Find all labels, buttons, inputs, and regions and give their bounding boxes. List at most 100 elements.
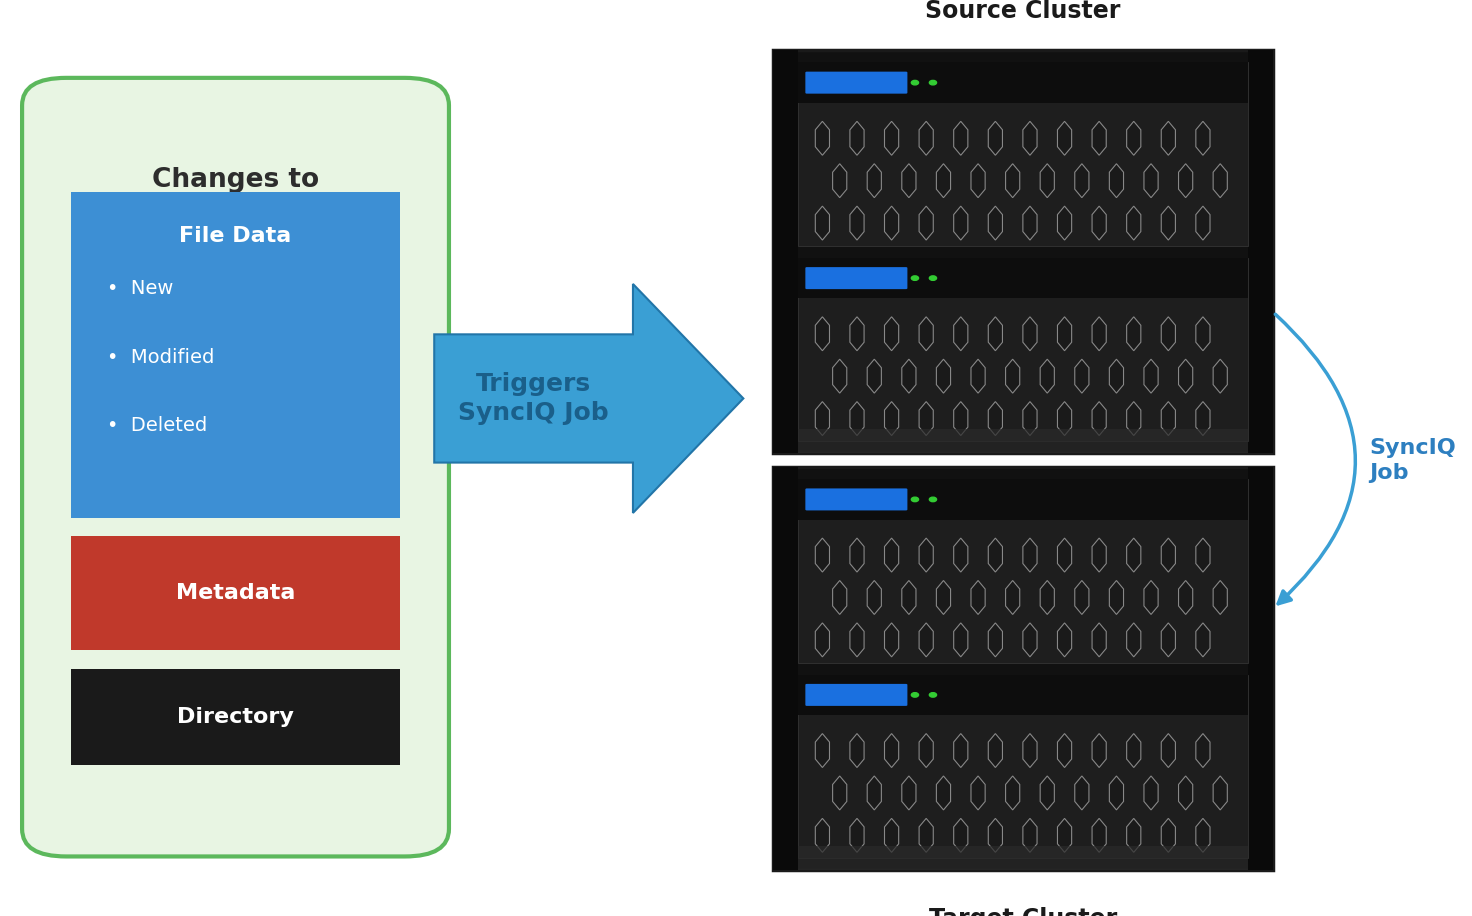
Polygon shape <box>1041 776 1054 810</box>
Polygon shape <box>1179 581 1192 615</box>
Polygon shape <box>849 623 864 657</box>
Polygon shape <box>1195 818 1210 852</box>
FancyBboxPatch shape <box>71 192 400 518</box>
Polygon shape <box>833 776 846 810</box>
Polygon shape <box>849 401 864 435</box>
Polygon shape <box>1144 359 1158 393</box>
Polygon shape <box>815 818 830 852</box>
Polygon shape <box>1075 164 1089 198</box>
Polygon shape <box>919 734 933 768</box>
Polygon shape <box>1092 818 1107 852</box>
Polygon shape <box>954 206 969 240</box>
Polygon shape <box>1195 206 1210 240</box>
Polygon shape <box>1213 581 1228 615</box>
Polygon shape <box>1041 359 1054 393</box>
Polygon shape <box>1144 164 1158 198</box>
FancyBboxPatch shape <box>798 258 1248 442</box>
Polygon shape <box>1005 581 1020 615</box>
Text: •  Deleted: • Deleted <box>107 417 208 435</box>
Polygon shape <box>1023 623 1038 657</box>
Polygon shape <box>972 164 985 198</box>
Polygon shape <box>885 734 899 768</box>
Polygon shape <box>954 623 969 657</box>
Polygon shape <box>1161 206 1176 240</box>
Polygon shape <box>902 359 916 393</box>
Polygon shape <box>815 317 830 351</box>
Polygon shape <box>1110 164 1123 198</box>
Polygon shape <box>1126 734 1141 768</box>
Polygon shape <box>815 734 830 768</box>
Polygon shape <box>1092 401 1107 435</box>
FancyBboxPatch shape <box>1248 467 1273 870</box>
Polygon shape <box>815 401 830 435</box>
Polygon shape <box>849 317 864 351</box>
Polygon shape <box>988 818 1002 852</box>
Polygon shape <box>1092 623 1107 657</box>
Polygon shape <box>867 359 882 393</box>
Polygon shape <box>954 121 969 155</box>
FancyBboxPatch shape <box>798 846 1248 870</box>
Polygon shape <box>1195 538 1210 572</box>
Text: •  Modified: • Modified <box>107 348 215 366</box>
Polygon shape <box>1092 734 1107 768</box>
Polygon shape <box>1005 164 1020 198</box>
Circle shape <box>929 692 936 697</box>
Polygon shape <box>885 121 899 155</box>
Polygon shape <box>815 623 830 657</box>
Polygon shape <box>1195 401 1210 435</box>
Polygon shape <box>1161 538 1176 572</box>
Polygon shape <box>885 623 899 657</box>
Polygon shape <box>1023 734 1038 768</box>
Polygon shape <box>1213 359 1228 393</box>
Polygon shape <box>1057 538 1072 572</box>
FancyBboxPatch shape <box>798 430 1248 453</box>
Polygon shape <box>1161 317 1176 351</box>
Polygon shape <box>972 776 985 810</box>
Polygon shape <box>815 538 830 572</box>
FancyBboxPatch shape <box>71 536 400 650</box>
Polygon shape <box>1179 776 1192 810</box>
Circle shape <box>929 276 936 280</box>
Polygon shape <box>1126 401 1141 435</box>
Polygon shape <box>1075 359 1089 393</box>
Polygon shape <box>1092 538 1107 572</box>
Polygon shape <box>1126 317 1141 351</box>
FancyBboxPatch shape <box>805 684 907 706</box>
Text: Directory: Directory <box>177 707 294 726</box>
Polygon shape <box>1195 623 1210 657</box>
Polygon shape <box>954 401 969 435</box>
Polygon shape <box>1057 401 1072 435</box>
Polygon shape <box>988 121 1002 155</box>
Polygon shape <box>902 776 916 810</box>
FancyBboxPatch shape <box>22 78 449 856</box>
FancyBboxPatch shape <box>798 62 1248 103</box>
Polygon shape <box>849 734 864 768</box>
Polygon shape <box>1110 359 1123 393</box>
Polygon shape <box>919 538 933 572</box>
Polygon shape <box>1092 317 1107 351</box>
Polygon shape <box>1179 359 1192 393</box>
Polygon shape <box>1195 317 1210 351</box>
Polygon shape <box>885 818 899 852</box>
Polygon shape <box>919 317 933 351</box>
Polygon shape <box>1005 776 1020 810</box>
Polygon shape <box>849 206 864 240</box>
Polygon shape <box>885 317 899 351</box>
FancyBboxPatch shape <box>773 467 1273 870</box>
Circle shape <box>929 81 936 85</box>
Polygon shape <box>1041 581 1054 615</box>
Polygon shape <box>1161 121 1176 155</box>
Polygon shape <box>1213 164 1228 198</box>
Polygon shape <box>1110 776 1123 810</box>
Polygon shape <box>1213 776 1228 810</box>
FancyBboxPatch shape <box>773 50 798 453</box>
Polygon shape <box>815 206 830 240</box>
Polygon shape <box>936 581 951 615</box>
Polygon shape <box>988 734 1002 768</box>
FancyBboxPatch shape <box>805 488 907 510</box>
Polygon shape <box>1023 401 1038 435</box>
Circle shape <box>911 81 919 85</box>
Polygon shape <box>1161 401 1176 435</box>
Polygon shape <box>902 581 916 615</box>
Text: Changes to
sync domain: Changes to sync domain <box>143 168 328 226</box>
